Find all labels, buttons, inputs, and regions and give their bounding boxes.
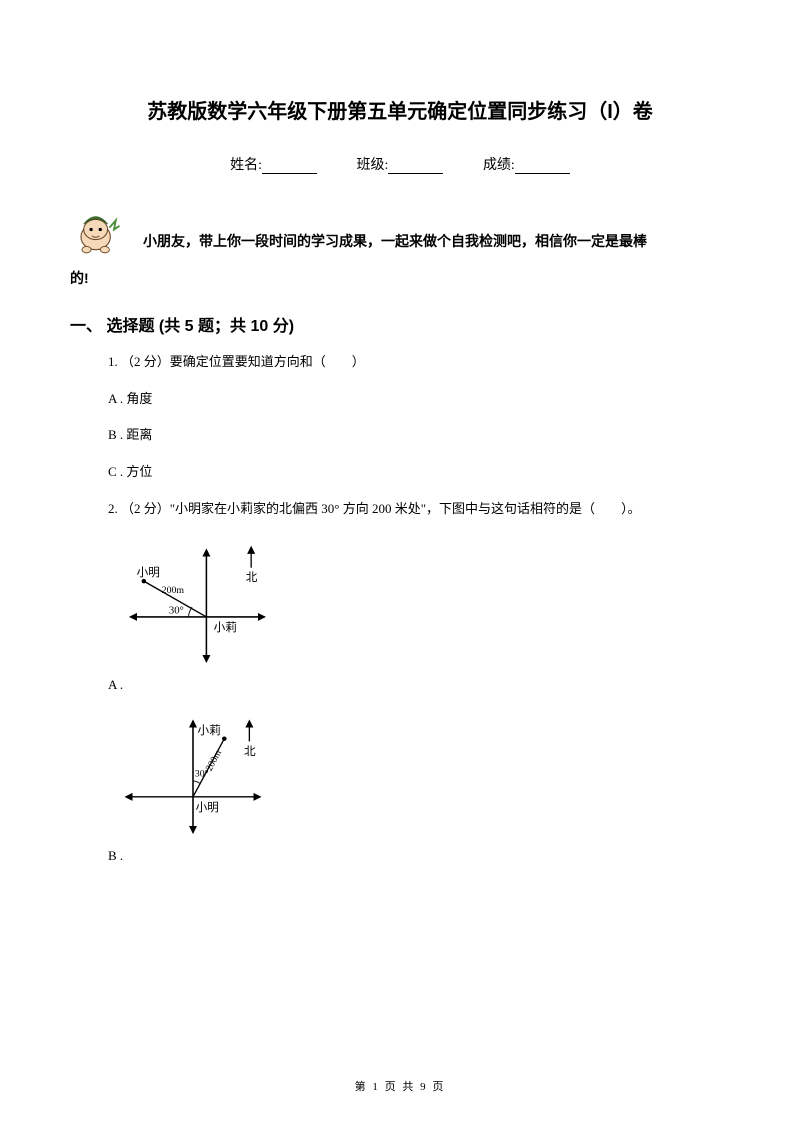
diag-b-ming-label: 小明 (196, 801, 219, 814)
page-title: 苏教版数学六年级下册第五单元确定位置同步练习（I）卷 (70, 95, 730, 124)
page-number: 第 1 页 共 9 页 (355, 1081, 446, 1093)
diag-a-north-label: 北 (246, 571, 258, 584)
name-field: 姓名: (230, 158, 320, 173)
student-info-line: 姓名: 班级: 成绩: (70, 154, 730, 174)
diag-a-dist-label: 200m (162, 585, 185, 596)
question-2-text: 2. （2 分）"小明家在小莉家的北偏西 30° 方向 200 米处"，下图中与… (108, 499, 730, 520)
score-label: 成绩: (483, 158, 515, 173)
question-2-diagram-a: 小明 200m 30° 小莉 北 (108, 536, 730, 671)
worksheet-page: 苏教版数学六年级下册第五单元确定位置同步练习（I）卷 姓名: 班级: 成绩: (0, 0, 800, 1132)
question-1-text: 1. （2 分）要确定位置要知道方向和（ ） (108, 352, 730, 373)
class-label: 班级: (357, 158, 389, 173)
encouragement-row: 小朋友，带上你一段时间的学习成果，一起来做个自我检测吧，相信你一定是最棒 (70, 202, 730, 257)
diag-a-li-label: 小莉 (214, 621, 237, 634)
name-label: 姓名: (230, 158, 262, 173)
question-1-option-c: C . 方位 (108, 462, 730, 483)
question-1-option-a: A . 角度 (108, 389, 730, 410)
question-2-diagram-b: 小莉 200m 30° 小明 北 (108, 707, 730, 842)
class-field: 班级: (357, 158, 447, 173)
diag-a-ming-label: 小明 (137, 566, 160, 579)
name-blank[interactable] (262, 160, 317, 174)
diag-b-north-label: 北 (244, 745, 256, 758)
section-1-heading: 一、 选择题 (共 5 题；共 10 分) (70, 312, 730, 336)
page-footer: 第 1 页 共 9 页 (0, 1078, 800, 1094)
score-field: 成绩: (483, 158, 570, 173)
mascot-icon (70, 202, 125, 257)
question-1-option-b: B . 距离 (108, 425, 730, 446)
question-2-option-a-label: A . (108, 677, 730, 693)
diag-b-li-label: 小莉 (197, 724, 220, 737)
question-2-option-b-label: B . (108, 848, 730, 864)
score-blank[interactable] (515, 160, 570, 174)
encouragement-text-2: 的! (70, 263, 730, 294)
encouragement-text-1: 小朋友，带上你一段时间的学习成果，一起来做个自我检测吧，相信你一定是最棒 (143, 226, 730, 257)
diag-b-angle-label: 30° (195, 768, 209, 779)
class-blank[interactable] (388, 160, 443, 174)
diag-a-angle-label: 30° (169, 604, 184, 616)
